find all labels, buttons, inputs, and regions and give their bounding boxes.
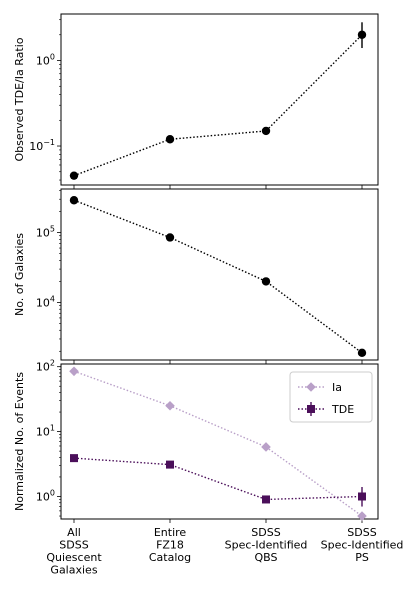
legend-marker: [306, 382, 316, 392]
y-tick-label: 102: [36, 359, 55, 374]
panel-3: 100 101 102 Normalized No. of Events Ia TDE: [13, 359, 379, 523]
x-tick-label: SDSS Spec-Identified QBS: [225, 526, 308, 564]
data-point: [69, 171, 79, 180]
y-tick-label: 100: [36, 53, 55, 68]
x-axis-labels: All SDSS Quiescent Galaxies Entire FZ18 Catalo…: [46, 526, 403, 577]
series-line: [73, 457, 363, 501]
data-point: [358, 492, 366, 501]
series-tde: [70, 454, 366, 507]
series-line: [73, 370, 363, 517]
legend-label: TDE: [331, 403, 354, 416]
data-point: [166, 460, 174, 469]
panel-1: 10−1 100 Observed TDE/Ia Ratio: [13, 13, 379, 189]
data-point: [261, 277, 271, 286]
data-point: [357, 30, 367, 39]
y-tick-label: 100: [36, 488, 55, 503]
series-line: [73, 199, 363, 354]
series-ia: [69, 366, 367, 521]
plot-frame: [60, 188, 379, 361]
panel-2: 104 105 No. of Galaxies: [13, 188, 379, 364]
y-tick-label: 101: [36, 424, 55, 439]
data-point: [262, 495, 270, 504]
data-point: [357, 348, 367, 358]
legend-label: Ia: [332, 381, 342, 394]
data-point: [165, 233, 175, 242]
y-tick-label: 105: [36, 225, 55, 240]
data-point: [261, 126, 271, 136]
data-point: [70, 454, 78, 463]
legend-box: [289, 371, 373, 423]
legend: Ia TDE: [289, 371, 373, 423]
y-axis-label: Observed TDE/Ia Ratio: [13, 37, 26, 161]
x-tick-label: Entire FZ18 Catalog: [149, 526, 191, 564]
series-line: [73, 34, 363, 177]
y-tick-label: 104: [36, 294, 55, 309]
series-1: [69, 22, 367, 180]
y-axis-label: Normalized No. of Events: [13, 372, 26, 511]
x-tick-label: SDSS Spec-Identified PS: [321, 526, 404, 564]
data-point: [69, 366, 79, 377]
x-tick-label: All SDSS Quiescent Galaxies: [46, 526, 102, 577]
data-point: [357, 511, 367, 521]
y-tick-label: 10−1: [29, 138, 55, 153]
plot-frame: [60, 13, 379, 186]
y-axis-label: No. of Galaxies: [13, 233, 26, 316]
data-point: [165, 400, 175, 411]
legend-marker: [307, 405, 315, 413]
data-point: [261, 442, 271, 452]
data-point: [165, 135, 175, 144]
series-1: [69, 196, 367, 358]
data-point: [69, 196, 79, 205]
